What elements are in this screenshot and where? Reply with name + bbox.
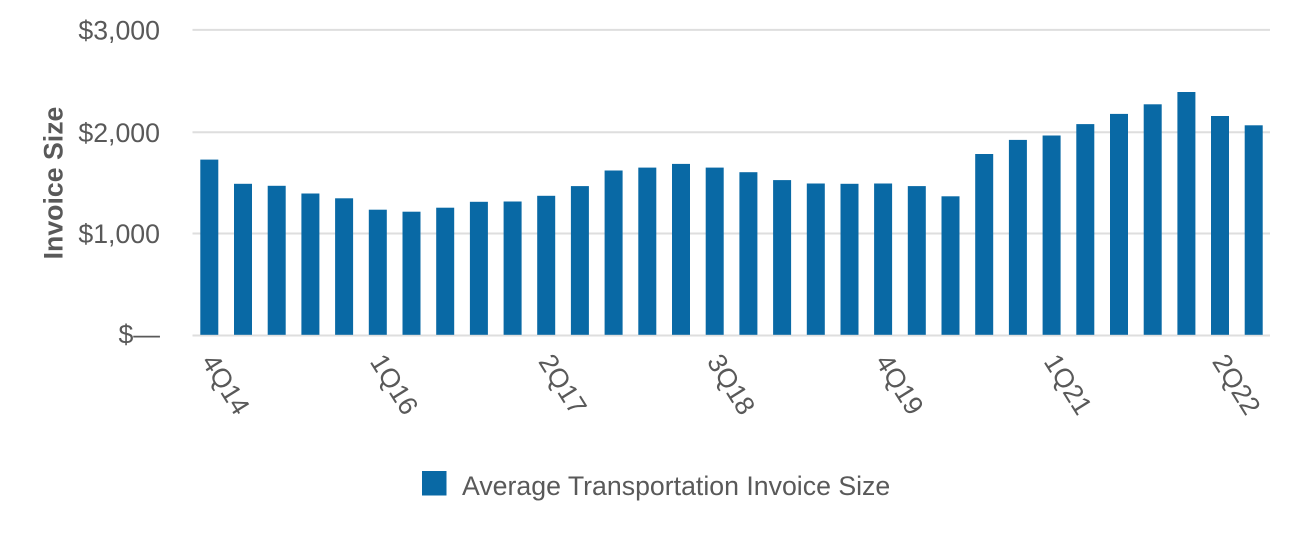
svg-text:Average Transportation Invoice: Average Transportation Invoice Size [462, 471, 890, 501]
svg-text:$1,000: $1,000 [78, 219, 160, 249]
svg-text:$—: $— [118, 319, 160, 349]
svg-text:$2,000: $2,000 [78, 118, 160, 148]
svg-text:Invoice Size: Invoice Size [39, 107, 69, 260]
svg-text:$3,000: $3,000 [78, 15, 160, 45]
